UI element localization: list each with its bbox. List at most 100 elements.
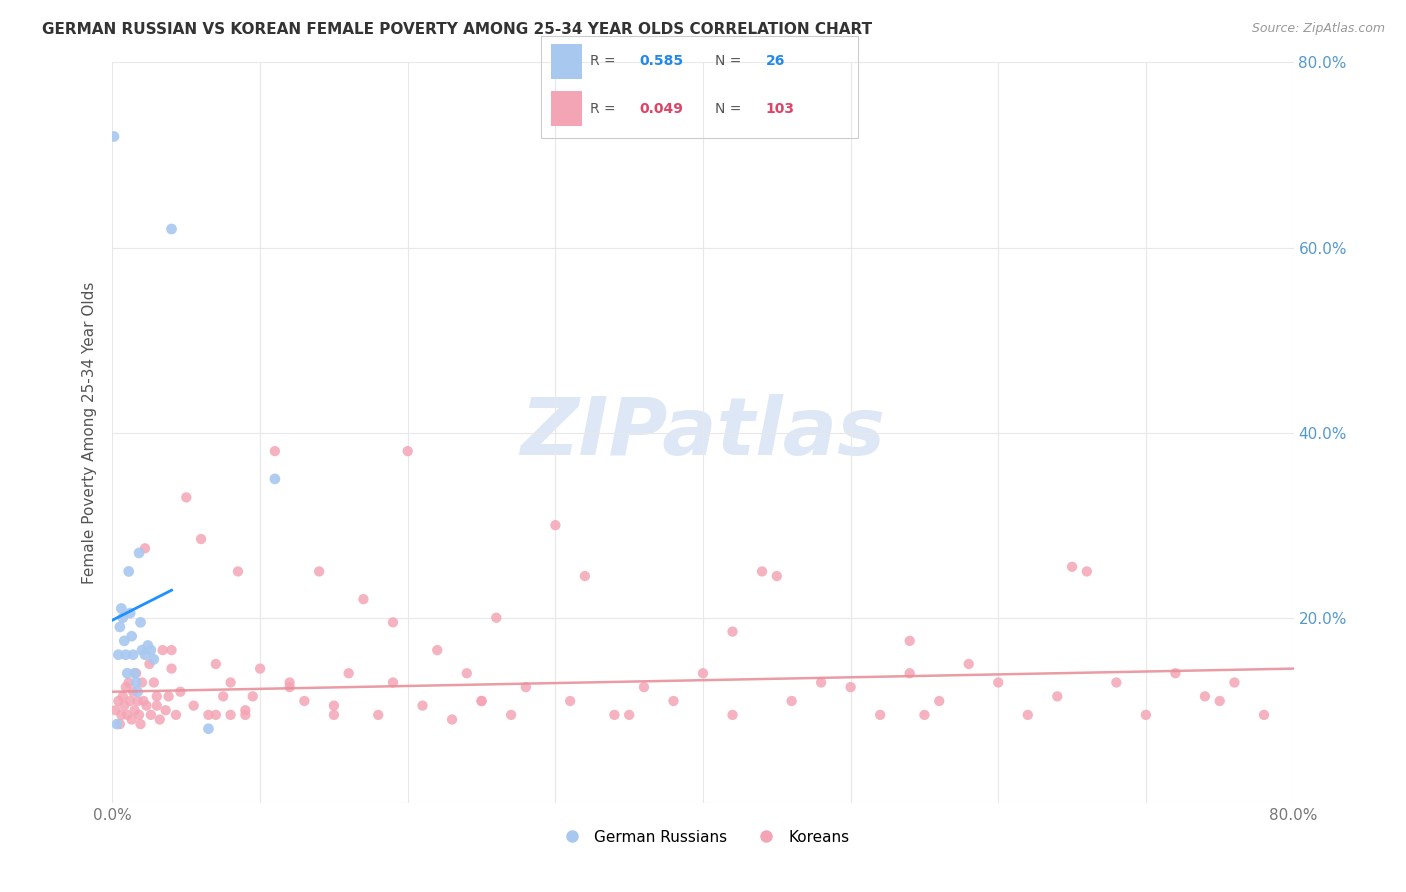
Point (112, 633, 135, 648)
Point (1208, 694, 1232, 708)
Point (780, 694, 803, 708)
Point (1046, 690, 1069, 704)
Point (127, 694, 149, 708)
Point (751, 565, 773, 579)
Point (367, 707, 389, 722)
Point (1062, 559, 1084, 574)
Point (574, 569, 596, 583)
Point (692, 666, 714, 681)
Point (121, 713, 143, 727)
Point (323, 698, 346, 713)
Point (107, 648, 129, 662)
Point (149, 713, 172, 727)
Point (603, 707, 626, 722)
Point (1253, 707, 1275, 722)
Point (125, 666, 148, 681)
Point (129, 717, 152, 731)
Text: 103: 103 (766, 102, 794, 115)
Point (205, 707, 228, 722)
Point (721, 707, 744, 722)
Text: N =: N = (716, 54, 742, 69)
Point (721, 624, 744, 639)
Point (134, 541, 156, 556)
Point (633, 680, 655, 694)
Point (662, 694, 685, 708)
Point (114, 680, 136, 694)
Point (382, 675, 405, 690)
Text: R =: R = (591, 102, 616, 115)
Text: 26: 26 (766, 54, 786, 69)
Point (169, 685, 191, 699)
Point (160, 222, 183, 236)
Point (470, 694, 494, 708)
Point (308, 565, 330, 579)
Point (914, 707, 936, 722)
Point (117, 666, 138, 681)
Point (118, 675, 141, 690)
Text: Source: ZipAtlas.com: Source: ZipAtlas.com (1251, 22, 1385, 36)
Point (129, 615, 152, 630)
Point (120, 606, 142, 620)
Point (135, 698, 157, 713)
Point (441, 713, 464, 727)
Point (112, 698, 135, 713)
Point (131, 675, 153, 690)
Point (118, 565, 141, 579)
Point (114, 648, 136, 662)
Point (122, 685, 145, 699)
Point (103, 129, 125, 144)
Point (470, 694, 494, 708)
Point (132, 694, 155, 708)
Point (928, 694, 950, 708)
Point (292, 694, 315, 708)
Point (558, 694, 582, 708)
Point (249, 662, 271, 676)
Point (190, 532, 212, 546)
Point (219, 707, 242, 722)
Point (146, 698, 169, 713)
Point (957, 657, 980, 671)
Point (987, 675, 1010, 690)
Point (1105, 675, 1128, 690)
Point (323, 707, 346, 722)
Point (110, 707, 132, 722)
Point (139, 643, 162, 657)
Point (124, 703, 146, 717)
Point (226, 565, 249, 579)
Point (125, 675, 148, 690)
Point (456, 666, 478, 681)
Point (110, 601, 132, 615)
Text: 0.049: 0.049 (640, 102, 683, 115)
Point (111, 690, 134, 704)
Point (212, 690, 235, 704)
Point (139, 707, 162, 722)
Point (810, 675, 832, 690)
Point (131, 643, 153, 657)
Point (160, 643, 183, 657)
Y-axis label: Female Poverty Among 25-34 Year Olds: Female Poverty Among 25-34 Year Olds (82, 282, 97, 583)
Point (183, 698, 205, 713)
Point (1017, 707, 1039, 722)
Point (155, 703, 177, 717)
Text: R =: R = (591, 54, 616, 69)
Point (869, 707, 891, 722)
Point (485, 610, 508, 624)
Point (152, 643, 174, 657)
Point (501, 707, 523, 722)
Point (766, 569, 789, 583)
Point (108, 717, 131, 731)
Point (264, 472, 287, 486)
Point (124, 666, 146, 681)
Point (411, 698, 433, 713)
Point (138, 657, 160, 671)
Point (278, 675, 301, 690)
Legend: German Russians, Koreans: German Russians, Koreans (550, 823, 856, 851)
Point (264, 444, 287, 458)
Point (396, 444, 419, 458)
Bar (551, 44, 582, 78)
Point (142, 675, 165, 690)
Point (120, 694, 142, 708)
Point (128, 707, 150, 722)
Point (219, 675, 242, 690)
Point (278, 680, 301, 694)
